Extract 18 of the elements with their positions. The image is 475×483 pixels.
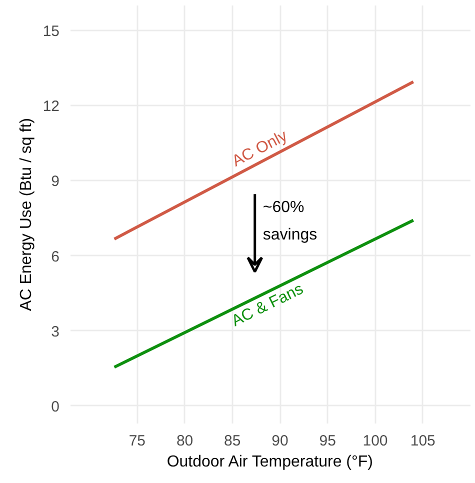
x-tick-label: 100 [362, 432, 388, 450]
text: AC Only [230, 128, 290, 170]
x-tick-label: 90 [272, 432, 288, 450]
x-axis-title: Outdoor Air Temperature (°F) [166, 454, 374, 470]
y-tick-label: 6 [51, 248, 60, 266]
text: AC & Fans [229, 280, 306, 330]
y-tick-label: 12 [42, 98, 60, 116]
annotation: ~60% savings [262, 199, 318, 244]
y-axis-title: AC Energy Use (Btu / sq ft) [18, 118, 35, 311]
x-tick-label: 105 [410, 432, 436, 450]
x-tick-label: 80 [176, 432, 194, 450]
x-tick-label: 75 [128, 432, 146, 450]
x-tick-label: 85 [224, 432, 241, 450]
y-tick-label: 0 [51, 398, 60, 416]
y-tick-label: 9 [51, 173, 60, 190]
y-tick-label: 3 [51, 323, 60, 340]
y-tick-label: 15 [42, 23, 60, 40]
x-tick-label: 95 [319, 432, 336, 450]
